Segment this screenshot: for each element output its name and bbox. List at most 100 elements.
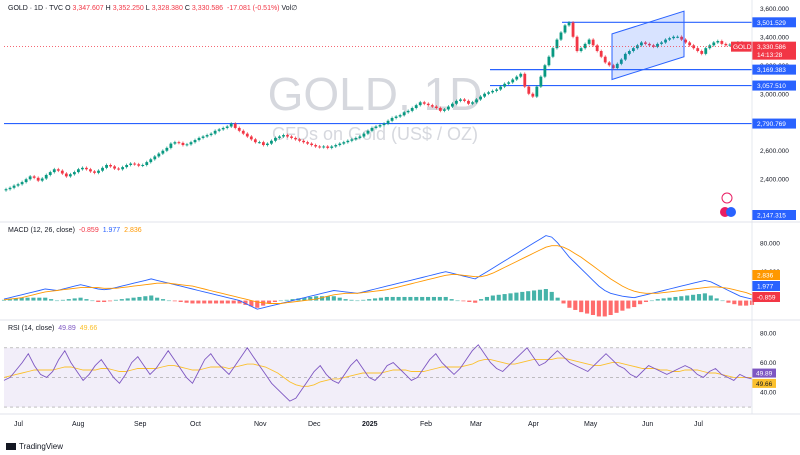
macd-histogram-bar <box>514 292 519 301</box>
macd-histogram-bar <box>573 300 578 310</box>
price-candle <box>531 93 535 97</box>
price-candle <box>555 39 559 49</box>
price-candle <box>583 43 587 49</box>
price-axis-label-text: 3,501.529 <box>757 20 786 27</box>
price-candle <box>410 108 414 111</box>
price-candle <box>76 169 80 173</box>
price-candle <box>48 172 52 175</box>
price-candle <box>475 99 478 103</box>
rsi-label[interactable]: RSI (14, close) <box>8 325 55 332</box>
price-candle <box>684 39 688 43</box>
low-label: L <box>145 5 150 12</box>
price-candle <box>607 62 611 66</box>
macd-histogram-bar <box>655 299 660 301</box>
macd-histogram-bar <box>166 300 171 302</box>
price-candle <box>294 137 297 140</box>
macd-histogram-bar <box>744 300 749 306</box>
price-candle <box>177 142 181 144</box>
macd-histogram-bar <box>408 296 413 301</box>
watermark-ticker: GOLD, 1D <box>268 68 483 120</box>
macd-histogram-bar <box>437 296 442 301</box>
macd-histogram-bar <box>691 294 696 301</box>
macd-histogram-bar <box>426 296 431 301</box>
macd-histogram-bar <box>178 300 183 303</box>
macd-histogram-bar <box>19 297 24 301</box>
macd-axis-label <box>752 292 780 302</box>
macd-histogram-bar <box>449 299 454 301</box>
time-axis-tick: Aug <box>72 421 85 428</box>
macd-histogram-bar <box>667 297 672 301</box>
price-candle <box>374 126 378 128</box>
price-candle <box>137 164 141 166</box>
macd-histogram-bar <box>131 297 136 301</box>
price-candle <box>105 164 108 168</box>
time-axis-tick: Jul <box>14 421 23 428</box>
macd-histogram-bar <box>308 296 313 301</box>
time-axis-tick: Feb <box>420 421 432 428</box>
event-lightning-icon <box>721 192 733 204</box>
price-candle <box>656 43 659 47</box>
price-candle <box>346 140 350 143</box>
macd-label[interactable]: MACD (12, 26, close) <box>8 227 75 234</box>
price-candle <box>700 51 704 54</box>
price-candle <box>266 143 269 146</box>
price-candle <box>257 142 261 144</box>
price-candle <box>56 169 60 171</box>
macd-axis-label-text: -0.859 <box>757 295 776 302</box>
price-candle <box>362 133 366 137</box>
macd-histogram-bar <box>314 296 319 301</box>
macd-histogram-bar <box>673 296 678 301</box>
price-candle <box>68 174 72 177</box>
price-candle <box>290 136 293 138</box>
price-candle <box>20 182 24 185</box>
macd-histogram-bar <box>537 289 543 301</box>
price-candle <box>133 163 137 165</box>
price-candle <box>724 43 728 46</box>
price-candle <box>298 139 301 141</box>
price-candle <box>181 142 185 146</box>
macd-histogram-bar <box>596 300 601 317</box>
macd-histogram-bar <box>461 300 466 302</box>
tradingview-logo[interactable]: TradingView <box>6 442 63 451</box>
price-candle <box>113 166 116 169</box>
price-candle <box>386 120 390 124</box>
price-candle <box>109 164 112 167</box>
macd-histogram-bar <box>137 296 142 301</box>
macd-histogram-bar <box>384 296 389 301</box>
macd-histogram-bar <box>455 300 460 302</box>
price-candle <box>442 109 446 111</box>
macd-histogram-bar <box>149 295 154 301</box>
macd-histogram-bar <box>361 299 366 301</box>
price-candle <box>125 164 129 168</box>
price-candle <box>595 45 599 52</box>
price-candle <box>286 135 289 137</box>
price-candle <box>64 173 68 177</box>
symbol-label[interactable]: GOLD · 1D · TVC <box>8 5 64 12</box>
macd-histogram-bar <box>726 300 731 303</box>
macd-histogram-bar <box>685 295 690 301</box>
price-candle <box>559 32 563 40</box>
macd-histogram-bar <box>290 299 295 301</box>
macd-histogram-bar <box>43 297 48 301</box>
macd-histogram-bar <box>555 297 560 301</box>
price-candle <box>278 136 281 138</box>
price-candle <box>201 136 205 138</box>
price-candle <box>330 146 334 148</box>
price-candle <box>209 133 213 136</box>
macd-histogram-bar <box>549 291 554 301</box>
price-candle <box>398 115 402 117</box>
price-candle <box>32 176 36 178</box>
price-candle <box>563 25 567 33</box>
price-candle <box>302 140 306 143</box>
price-axis-label-text: 3,330.586 <box>757 44 786 51</box>
price-candle <box>619 59 623 64</box>
price-candle <box>173 142 177 144</box>
macd-histogram-bar <box>349 299 354 301</box>
price-candle <box>712 42 716 46</box>
macd-axis-label-text: 2.836 <box>757 273 774 280</box>
price-candle <box>467 100 470 104</box>
price-candle <box>314 145 318 147</box>
macd-histogram-bar <box>502 294 507 301</box>
